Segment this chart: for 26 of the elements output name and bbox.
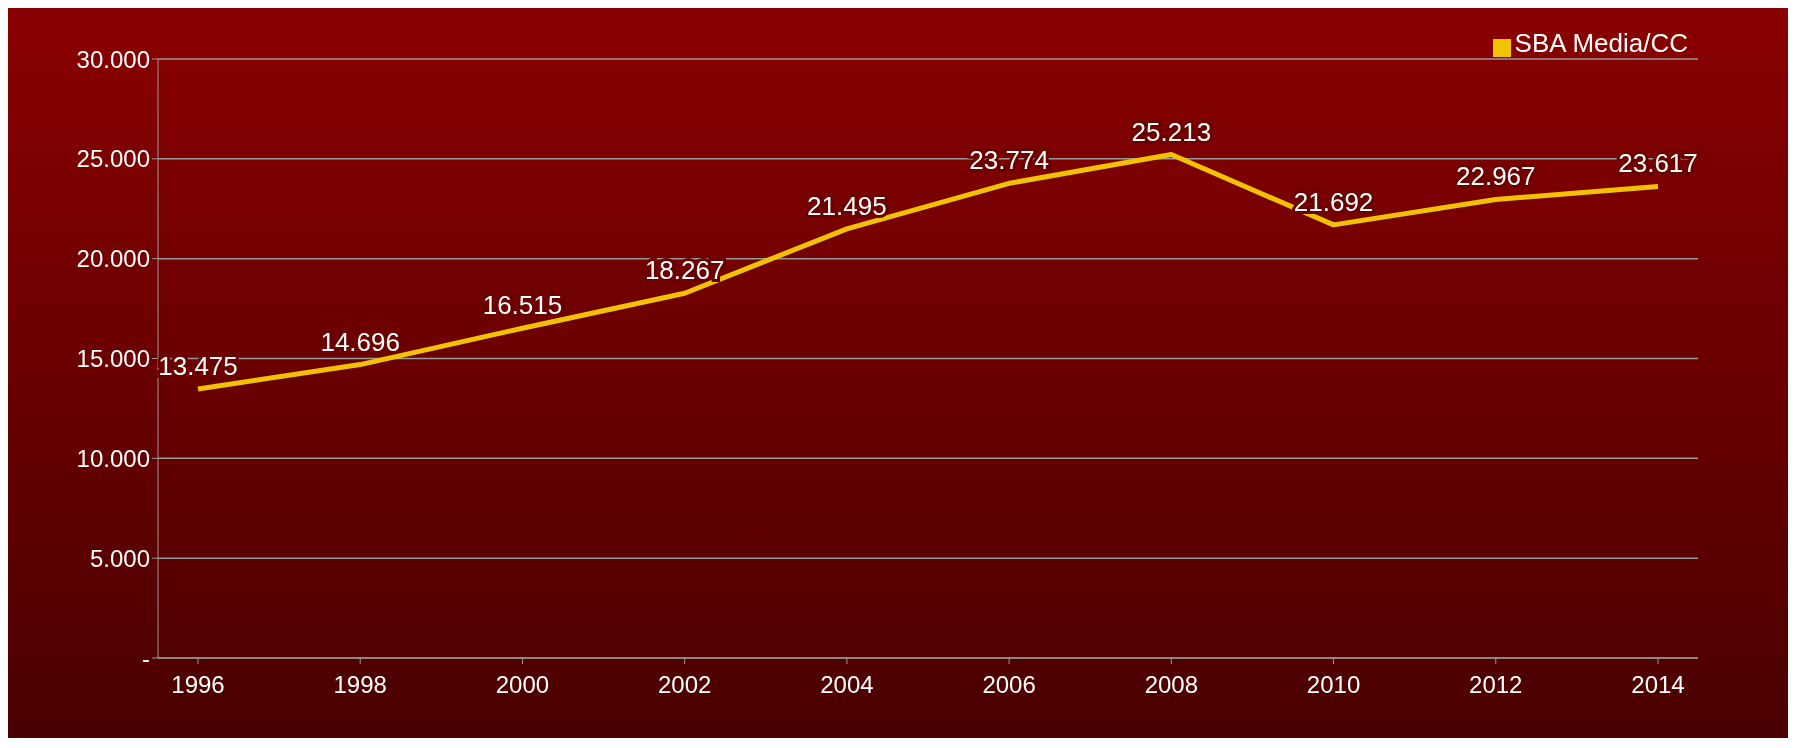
data-label: 16.515 bbox=[482, 290, 563, 321]
x-tick-label: 1996 bbox=[171, 671, 225, 699]
data-label: 14.696 bbox=[320, 326, 400, 357]
data-label: 18.267 bbox=[644, 255, 725, 286]
data-label: 21.692 bbox=[1293, 186, 1374, 217]
y-tick-label: 15.000 bbox=[76, 345, 150, 373]
data-label: 21.495 bbox=[807, 190, 887, 221]
y-tick-label: - bbox=[142, 644, 150, 672]
x-tick-label: 2012 bbox=[1469, 671, 1523, 699]
y-tick-label: 25.000 bbox=[76, 145, 150, 173]
data-label: 13.475 bbox=[158, 350, 238, 381]
data-label: 22.967 bbox=[1456, 161, 1536, 192]
x-tick-label: 2008 bbox=[1144, 671, 1199, 699]
x-tick-label: 1998 bbox=[333, 671, 387, 699]
x-tick-label: 2002 bbox=[657, 671, 712, 699]
y-tick-label: 20.000 bbox=[76, 245, 150, 273]
y-tick-label: 10.000 bbox=[76, 444, 150, 472]
data-label: 25.213 bbox=[1131, 116, 1212, 147]
x-tick-label: 2014 bbox=[1631, 671, 1685, 699]
x-tick-label: 2010 bbox=[1306, 671, 1361, 699]
y-tick-label: 5.000 bbox=[89, 544, 150, 572]
x-tick-label: 2006 bbox=[982, 671, 1036, 699]
legend-label: SBA Media/CC bbox=[1514, 28, 1688, 58]
x-tick-label: 2000 bbox=[495, 671, 550, 699]
x-tick-label: 2004 bbox=[820, 671, 874, 699]
y-tick-label: 30.000 bbox=[76, 45, 150, 73]
